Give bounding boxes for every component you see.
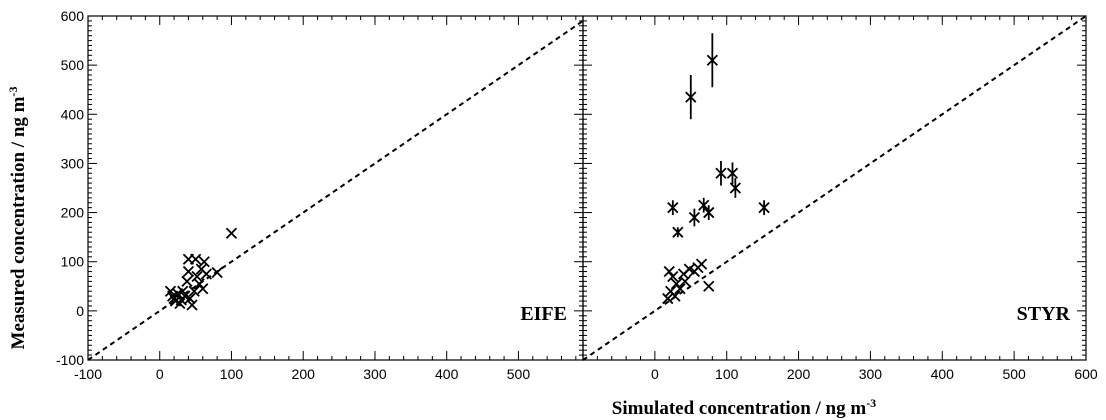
data-point (181, 275, 193, 288)
data-point (189, 253, 202, 265)
data-point (703, 280, 715, 292)
data-point (674, 283, 686, 295)
data-point (198, 256, 210, 268)
panel-styr: 0 100 200 300 400 500 600 STYR (582, 15, 1098, 382)
data-point (703, 206, 715, 219)
y-tick-label: 300 (61, 155, 85, 171)
data-point (672, 226, 684, 238)
data-point (184, 292, 196, 305)
one-to-one-line (582, 15, 1087, 361)
panel-label: EIFE (520, 303, 567, 325)
y-tick-label: -100 (56, 352, 84, 368)
x-tick-label: 0 (156, 366, 164, 382)
data-point (669, 290, 681, 302)
data-point (211, 266, 223, 279)
data-point (225, 227, 238, 239)
data-point (663, 265, 675, 278)
data-point (193, 278, 205, 290)
data-point (662, 292, 674, 305)
one-to-one-line (87, 20, 584, 361)
data-point (667, 270, 679, 283)
x-tick-label: 400 (931, 366, 955, 382)
data-point (758, 202, 770, 214)
x-tick-label: 300 (363, 366, 387, 382)
data-point (667, 202, 679, 214)
x-tick-label: 0 (651, 366, 659, 382)
data-point (186, 299, 198, 311)
x-tick-label: 500 (507, 366, 531, 382)
data-point (729, 182, 741, 194)
x-tick-label: -100 (74, 366, 102, 382)
y-tick-label: 600 (61, 8, 85, 24)
x-axis-label: Simulated concentration / ng m-3 (612, 396, 876, 419)
x-tick-label: 200 (292, 366, 316, 382)
panel-eife: -100 0 100 200 300 400 500 -100 0 100 200 300 400 500… (56, 8, 584, 382)
data-point (200, 268, 213, 280)
data-point (706, 54, 718, 66)
panel-label: STYR (1017, 303, 1071, 325)
x-tick-label: 100 (220, 366, 244, 382)
data-point (715, 167, 727, 179)
x-tick-label: 600 (1074, 366, 1098, 382)
data-point (688, 211, 701, 224)
data-point (698, 199, 710, 211)
x-tick-label: 100 (715, 366, 739, 382)
x-tick-label: 400 (435, 366, 459, 382)
y-tick-label: 200 (61, 205, 85, 221)
y-tick-label: 0 (76, 303, 84, 319)
y-tick-label: 100 (61, 254, 85, 270)
data-point (188, 285, 200, 297)
x-tick-label: 500 (1002, 366, 1026, 382)
y-axis-label: Measured concentration / ng m-3 (6, 87, 29, 350)
data-point (679, 275, 691, 288)
data-point (670, 278, 683, 290)
data-point (182, 265, 195, 278)
data-point (174, 297, 186, 310)
y-tick-label: 400 (61, 106, 85, 122)
data-point (197, 283, 209, 295)
data-point (191, 270, 203, 283)
y-tick-label: 500 (61, 57, 85, 73)
x-tick-label: 200 (787, 366, 811, 382)
x-tick-label: 300 (859, 366, 883, 382)
data-point (726, 167, 739, 179)
data-point (695, 258, 708, 270)
data-point (685, 91, 697, 103)
